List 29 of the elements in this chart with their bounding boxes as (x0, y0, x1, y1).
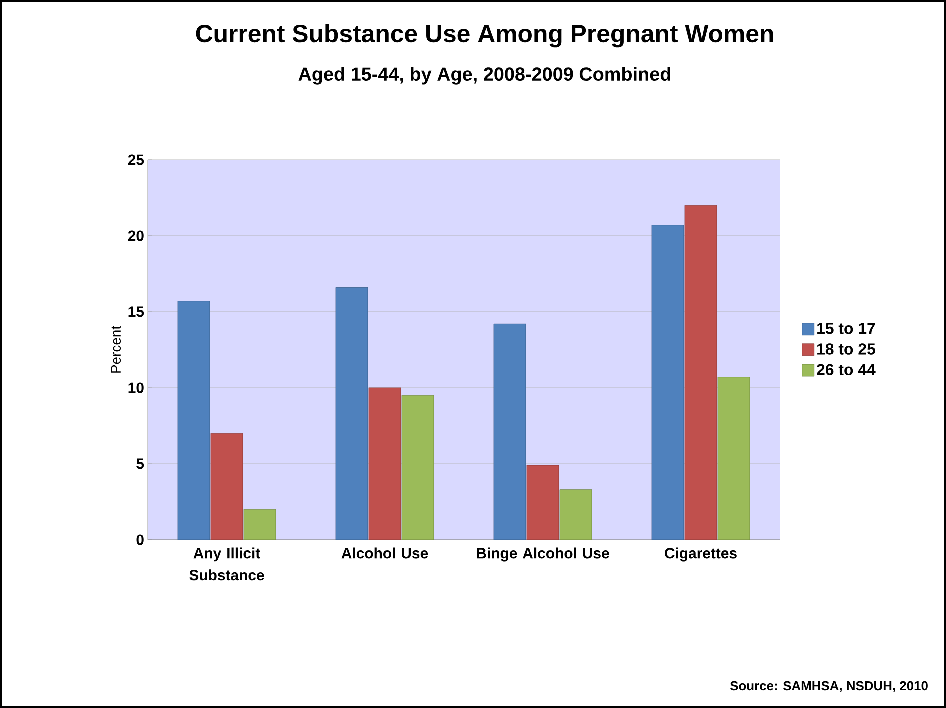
bar (652, 225, 684, 540)
y-tick-label: 0 (136, 534, 144, 546)
bar (336, 287, 368, 540)
x-tick-label: Cigarettes (665, 548, 737, 562)
source-note: Source: SAMHSA, NSDUH, 2010 (730, 681, 928, 692)
legend-label: 18 to 25 (818, 344, 876, 355)
bar (210, 433, 244, 540)
y-tick-label: 20 (128, 230, 144, 242)
bar (244, 509, 276, 540)
y-axis-title: Percent (111, 326, 122, 373)
bar (684, 205, 718, 540)
bar (402, 395, 434, 540)
x-tick-label: Alcohol Use (342, 548, 428, 559)
bar (718, 377, 750, 540)
bar (368, 388, 402, 540)
legend-label: 15 to 17 (818, 323, 876, 334)
bar (526, 465, 560, 540)
chart-title: Current Substance Use Among Pregnant Women (196, 24, 774, 48)
chart-subtitle: Aged 15-44, by Age, 2008-2009 Combined (298, 67, 670, 85)
y-tick-label: 25 (128, 154, 144, 166)
y-tick-label: 15 (128, 306, 144, 318)
x-tick-label: Any Illicit Substance (190, 548, 264, 581)
x-tick-label: Binge Alcohol Use (477, 548, 610, 562)
y-tick-label: 10 (128, 382, 144, 394)
y-tick-label: 5 (136, 458, 144, 470)
legend-label: 26 to 44 (817, 364, 876, 376)
bar (494, 324, 526, 540)
bar (178, 301, 210, 540)
bar (560, 490, 592, 540)
